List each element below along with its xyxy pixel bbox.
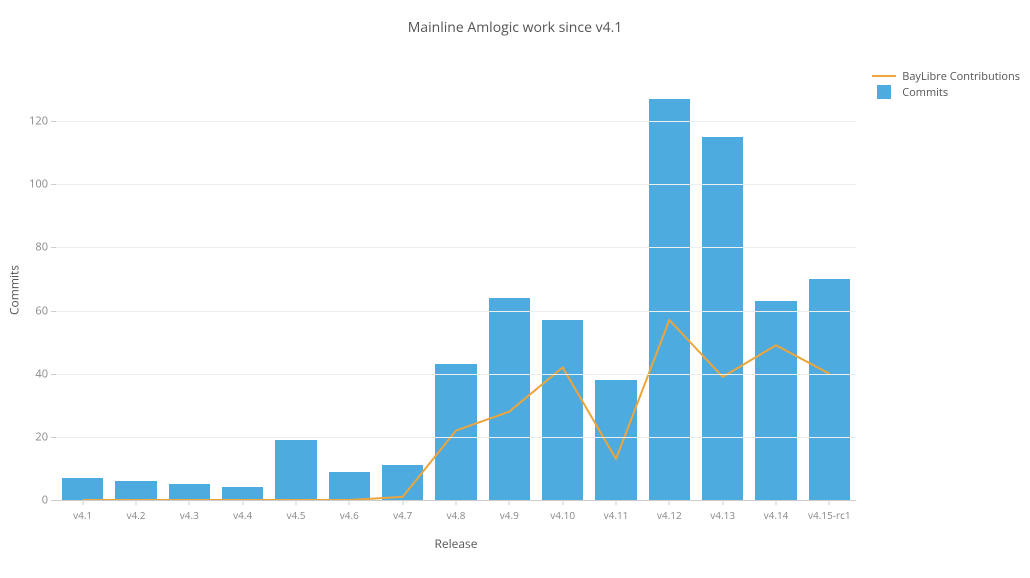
- grid-line: [56, 121, 856, 122]
- xtick-label: v4.4: [233, 508, 252, 522]
- ytick-label: 120: [29, 114, 48, 129]
- xtick-label: v4.13: [710, 508, 735, 522]
- x-axis-label: Release: [434, 535, 477, 552]
- ytick-mark: [51, 437, 56, 438]
- legend-item-line[interactable]: BayLibre Contributions: [872, 68, 1020, 84]
- ytick-label: 40: [35, 366, 48, 381]
- ytick-mark: [51, 184, 56, 185]
- ytick-label: 20: [35, 429, 48, 444]
- xtick-mark: [349, 500, 350, 505]
- legend-item-bar[interactable]: Commits: [872, 84, 1020, 100]
- ytick-mark: [51, 121, 56, 122]
- xtick-mark: [242, 500, 243, 505]
- ytick-label: 0: [42, 493, 48, 508]
- ytick-mark: [51, 311, 56, 312]
- xtick-mark: [616, 500, 617, 505]
- xtick-mark: [829, 500, 830, 505]
- xtick-mark: [776, 500, 777, 505]
- line-series[interactable]: [83, 320, 830, 500]
- xtick-mark: [82, 500, 83, 505]
- grid-line: [56, 374, 856, 375]
- xtick-mark: [509, 500, 510, 505]
- xtick-label: v4.7: [393, 508, 412, 522]
- xtick-label: v4.8: [446, 508, 465, 522]
- chart-title: Mainline Amlogic work since v4.1: [0, 0, 1030, 37]
- xtick-label: v4.15-rc1: [808, 508, 851, 522]
- plot-area: Commits Release 020406080100120v4.1v4.2v…: [56, 80, 856, 500]
- ytick-mark: [51, 247, 56, 248]
- ytick-mark: [51, 374, 56, 375]
- xtick-label: v4.10: [550, 508, 575, 522]
- grid-line: [56, 247, 856, 248]
- legend-bar-label: Commits: [902, 85, 948, 100]
- xtick-label: v4.6: [340, 508, 359, 522]
- grid-line: [56, 184, 856, 185]
- xtick-label: v4.3: [180, 508, 199, 522]
- ytick-label: 100: [29, 177, 48, 192]
- xtick-mark: [136, 500, 137, 505]
- xtick-label: v4.12: [657, 508, 682, 522]
- xtick-label: v4.2: [126, 508, 145, 522]
- legend: BayLibre Contributions Commits: [872, 68, 1020, 100]
- xtick-mark: [562, 500, 563, 505]
- ytick-label: 80: [35, 240, 48, 255]
- grid-line: [56, 437, 856, 438]
- xtick-label: v4.9: [500, 508, 519, 522]
- xtick-mark: [296, 500, 297, 505]
- grid-line: [56, 311, 856, 312]
- ytick-label: 60: [35, 303, 48, 318]
- y-axis-label: Commits: [6, 265, 23, 315]
- legend-bar-swatch: [877, 85, 891, 99]
- xtick-mark: [722, 500, 723, 505]
- xtick-label: v4.11: [604, 508, 629, 522]
- xtick-label: v4.5: [286, 508, 305, 522]
- xtick-label: v4.14: [764, 508, 789, 522]
- xtick-mark: [189, 500, 190, 505]
- legend-line-label: BayLibre Contributions: [902, 69, 1020, 84]
- legend-line-marker: [872, 75, 896, 77]
- xtick-label: v4.1: [73, 508, 92, 522]
- xtick-mark: [669, 500, 670, 505]
- xtick-mark: [456, 500, 457, 505]
- xtick-mark: [402, 500, 403, 505]
